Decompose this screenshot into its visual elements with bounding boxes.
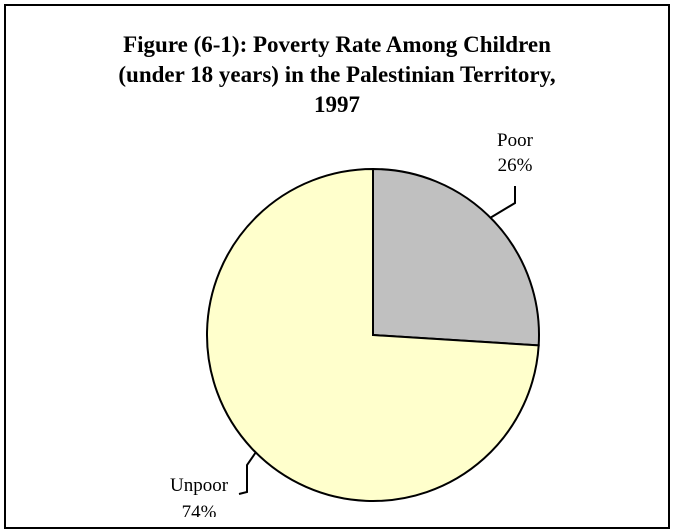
unpoor-leader-line xyxy=(238,451,257,495)
pie-chart: Poor 26% Unpoor 74% xyxy=(170,130,540,517)
unpoor-label-group: Unpoor 74% xyxy=(170,451,257,517)
chart-title: Figure (6-1): Poverty Rate Among Childre… xyxy=(0,30,674,120)
pie-slice-unpoor xyxy=(206,167,540,502)
poor-leader-line xyxy=(489,186,516,219)
pie-slice-poor xyxy=(372,167,540,347)
poor-label-group: Poor 26% xyxy=(489,130,534,219)
pie-slices xyxy=(206,167,540,502)
unpoor-slice-percent: 74% xyxy=(182,502,217,517)
chart-title-line-2: (under 18 years) in the Palestinian Terr… xyxy=(118,62,556,87)
poor-slice-label: Poor xyxy=(497,130,534,151)
chart-title-line-3: 1997 xyxy=(314,92,360,117)
chart-title-line-1: Figure (6-1): Poverty Rate Among Childre… xyxy=(123,32,551,57)
poor-slice-percent: 26% xyxy=(498,155,533,176)
unpoor-slice-label: Unpoor xyxy=(170,475,229,496)
